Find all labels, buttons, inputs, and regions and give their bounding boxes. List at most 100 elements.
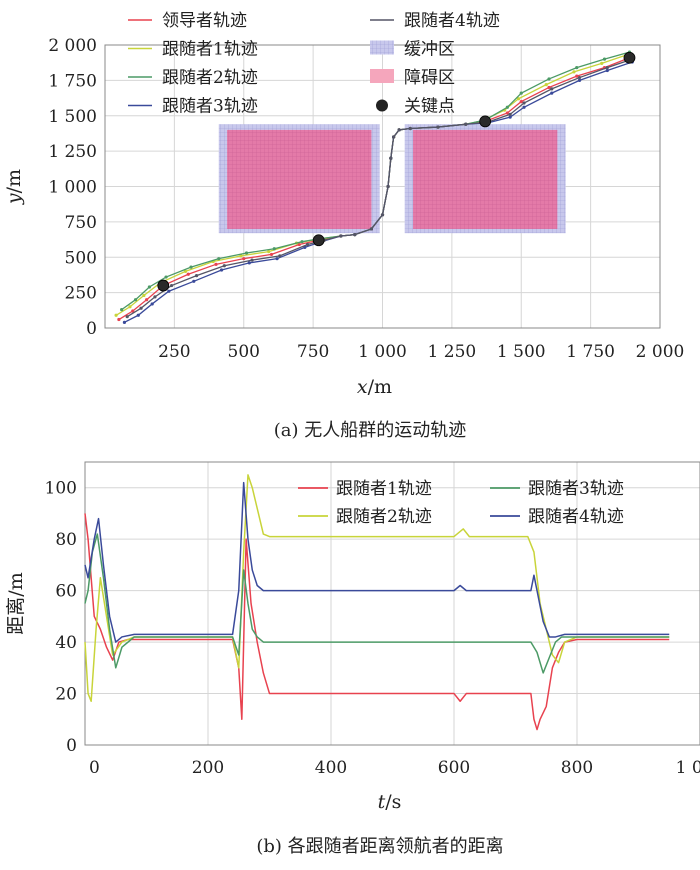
x-axis-label: x/m [357, 376, 392, 398]
trajectory-marker [505, 105, 509, 109]
trajectory-marker [275, 257, 279, 261]
trajectory-marker [194, 274, 199, 278]
trajectory-marker [602, 57, 607, 61]
trajectory-marker [547, 77, 551, 81]
trajectory-marker [508, 115, 512, 119]
trajectory-marker [572, 70, 576, 74]
trajectory-marker [547, 85, 551, 90]
trajectory-marker [577, 78, 582, 82]
legend-label: 跟随者3轨迹 [162, 97, 258, 117]
distance-line [84, 474, 670, 703]
trajectory-marker [217, 257, 221, 261]
trajectory-marker [239, 254, 243, 258]
trajectory-marker [605, 68, 609, 73]
x-tick-label: 400 [315, 758, 347, 778]
trajectory-marker [267, 249, 271, 254]
trajectory-marker [305, 242, 310, 247]
trajectory-marker [120, 308, 124, 312]
trajectory-marker [247, 261, 251, 265]
trajectory-marker [600, 61, 604, 65]
trajectory-marker [505, 111, 509, 115]
trajectory-marker [550, 91, 554, 95]
key-point [312, 234, 325, 247]
trajectory-chart: 250 500 750 1 000 1 250 1 500 1 750 2 000 0 250 50… [3, 11, 684, 398]
distance-line [84, 533, 670, 674]
legend-label: 关键点 [404, 97, 455, 117]
y-tick-label: 750 [65, 213, 97, 233]
legend-label: 领导者轨迹 [162, 11, 247, 31]
trajectory-marker [150, 302, 154, 306]
y-tick-label: 250 [65, 284, 97, 304]
legend-label: 跟随者4轨迹 [404, 11, 500, 31]
trajectory-marker [339, 234, 343, 238]
trajectory-marker [522, 105, 526, 109]
y-tick-label: 20 [55, 685, 77, 705]
x-tick-label: 250 [158, 342, 190, 362]
trajectory-marker [139, 306, 143, 310]
trajectory-marker [242, 257, 246, 261]
y-tick-label: 1 750 [48, 71, 97, 91]
y-tick-label: 2 000 [48, 36, 97, 56]
trajectory-marker [136, 313, 140, 317]
legend-label: 跟随者2轨迹 [162, 68, 258, 88]
key-point [623, 51, 636, 64]
plot-frame [84, 461, 700, 746]
trajectory-marker [164, 275, 168, 279]
trajectory-marker [189, 265, 193, 269]
x-tick-label: 1 500 [497, 342, 546, 362]
y-tick-label: 1 000 [48, 178, 97, 198]
trajectory-marker [575, 66, 579, 70]
x-tick-label: 800 [561, 758, 593, 778]
y-tick-label: 1 250 [48, 142, 97, 162]
trajectory-marker [436, 125, 440, 129]
legend-label: 跟随者1轨迹 [336, 479, 432, 499]
trajectory-marker [122, 320, 127, 324]
trajectory-marker [244, 251, 249, 255]
obstacle-zone [413, 129, 558, 229]
legend-label: 跟随者3轨迹 [528, 479, 624, 499]
y-axis-label: 距离/m [5, 572, 27, 634]
trajectory-marker [269, 252, 274, 257]
trajectory-line [126, 58, 633, 318]
trajectory-marker [183, 269, 188, 273]
trajectory-marker [577, 75, 582, 80]
distance-line [84, 481, 670, 643]
y-tick-label: 0 [66, 736, 77, 756]
trajectory-marker [516, 97, 521, 101]
distance-line [84, 513, 670, 731]
legend-swatch-dot [376, 99, 388, 112]
x-axis-label: t/s [378, 791, 402, 813]
y-tick-label: 500 [65, 248, 97, 268]
y-tick-label: 80 [55, 530, 77, 550]
trajectory-marker [297, 242, 301, 247]
trajectory-marker [386, 184, 390, 189]
x-tick-label: 600 [438, 758, 470, 778]
trajectory-marker [380, 213, 385, 217]
trajectory-marker [369, 227, 373, 231]
trajectory-marker [519, 91, 523, 95]
x-tick-label: 2 000 [636, 342, 685, 362]
legend-label: 跟随者2轨迹 [336, 507, 432, 527]
trajectory-marker [575, 74, 579, 78]
x-tick-label: 1 000 [358, 342, 407, 362]
legend-label: 缓冲区 [404, 40, 455, 60]
trajectory-marker [550, 87, 554, 91]
trajectory-marker [133, 298, 138, 302]
trajectory-marker [147, 285, 151, 289]
legend-label: 跟随者4轨迹 [528, 507, 624, 527]
trajectory-marker [142, 293, 146, 298]
trajectory-marker [131, 309, 135, 313]
x-tick-label: 200 [192, 758, 224, 778]
legend-swatch-box [370, 69, 394, 83]
trajectory-marker [192, 279, 196, 283]
key-point [479, 115, 492, 128]
trajectory-marker [214, 262, 218, 266]
trajectory-marker [145, 298, 149, 302]
x-tick-label: 0 [89, 758, 100, 778]
trajectory-marker [605, 66, 609, 70]
x-tick-label: 1 750 [566, 342, 615, 362]
legend-swatch-box [370, 40, 394, 55]
trajectory-marker [186, 272, 190, 276]
